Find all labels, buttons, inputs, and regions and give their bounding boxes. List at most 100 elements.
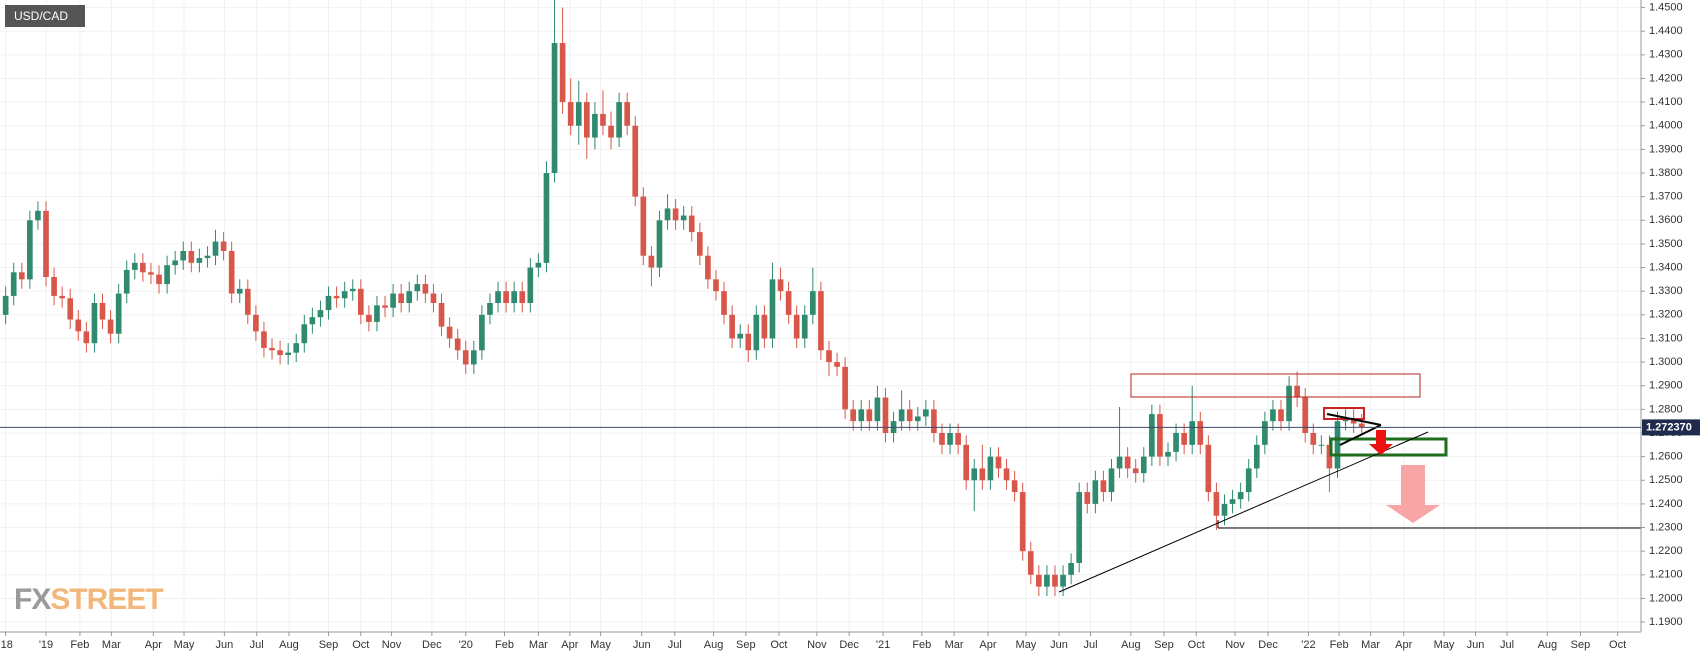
candle-body [898,409,905,422]
x-tick-label: Mar [1361,639,1380,651]
candle-body [1003,468,1010,481]
candle-body [914,416,921,422]
candle-body [107,319,114,334]
y-tick-label: 1.4300 [1649,49,1683,61]
y-tick-label: 1.3400 [1649,261,1683,273]
candle-body [745,333,752,351]
x-tick-label: Feb [495,639,514,651]
x-tick-label: Aug [1538,639,1558,651]
candle-body [1237,492,1244,500]
candle-body [1278,409,1284,422]
candle-body [1060,574,1066,587]
candle-body [1270,409,1276,422]
candle-body [91,303,98,344]
x-tick-label: Sep [319,639,339,651]
candle-body [228,251,235,294]
candle-body [115,293,122,334]
y-tick-label: 1.3100 [1649,332,1683,344]
logo-fx: FX [14,583,51,616]
candle-body [382,305,388,308]
x-tick-label: Dec [1258,639,1278,651]
candle-body [656,220,663,268]
candle-body [600,113,606,126]
candle-body [1173,432,1179,452]
y-tick-label: 1.2200 [1649,545,1683,557]
y-tick-label: 1.2500 [1649,474,1683,486]
candle-body [67,298,74,320]
candle-body [592,113,598,138]
candle-body [1229,499,1236,504]
candle-body [583,102,590,138]
candle-body [987,456,994,481]
candle-body [1326,444,1333,469]
candle-body [713,279,719,292]
axes: 1.1900 1.2000 1.2100 1.2200 1.2300 1.2400 1.25… [0,0,1683,651]
x-tick-label: Feb [912,639,931,651]
candle-body [672,208,679,221]
x-tick-label: Apr [1395,639,1412,651]
candle-body [1108,468,1115,493]
candle-body [261,331,267,348]
candle-body [527,267,534,304]
candle-body [414,284,421,292]
x-tick-label: May [1434,639,1455,651]
candle-body [511,291,517,304]
candle-body [1318,444,1325,446]
y-tick-label: 1.4400 [1649,25,1683,37]
candle-body [1027,551,1034,575]
logo: FXSTREET [14,583,163,616]
candle-body [470,350,477,365]
x-tick-label: Aug [704,639,724,651]
candle-body [801,314,808,339]
candle-body [1302,397,1309,433]
y-tick-label: 1.3600 [1649,214,1683,226]
candle-body [842,366,848,410]
x-tick-label: Oct [1188,639,1205,651]
red-arrow [1369,430,1393,455]
candle-body [341,291,348,299]
candle-body [10,272,17,296]
candle-body [1116,456,1123,469]
y-tick-label: 1.2600 [1649,451,1683,463]
candle-body [1213,492,1220,516]
candle-body [349,288,356,292]
x-tick-label: Dec [422,639,442,651]
x-tick-label: Jun [216,639,234,651]
candle-body [1358,423,1365,428]
candle-body [131,262,138,270]
candle-body [737,333,744,339]
x-tick-label: Feb [1330,639,1349,651]
candle-body [123,269,130,294]
candle-body [325,295,332,311]
candle-body [269,347,275,351]
candle-body [664,208,671,221]
candles [2,0,1365,597]
candle-body [333,295,340,299]
x-tick-label: Jun [1050,639,1068,651]
candle-body [608,125,614,138]
x-tick-label: Aug [1121,639,1141,651]
candle-body [188,251,195,263]
candle-body [430,293,437,304]
x-tick-label: Jun [1467,639,1485,651]
candle-body [285,352,291,355]
candle-body [1181,432,1187,445]
candle-body [850,409,857,422]
y-tick-label: 1.3200 [1649,309,1683,321]
y-tick-label: 1.3900 [1649,143,1683,155]
candle-body [212,241,219,256]
x-tick-label: Oct [352,639,369,651]
candle-body [438,303,445,327]
candle-body [535,262,542,268]
candle-body [164,265,170,285]
candle-body [75,319,82,332]
y-tick-label: 1.2400 [1649,498,1683,510]
candle-body [1262,421,1268,445]
x-tick-label: Apr [979,639,996,651]
candle-body [705,255,711,280]
candle-body [543,173,550,263]
x-tick-label: '18 [0,639,13,651]
candle-body [406,291,413,304]
